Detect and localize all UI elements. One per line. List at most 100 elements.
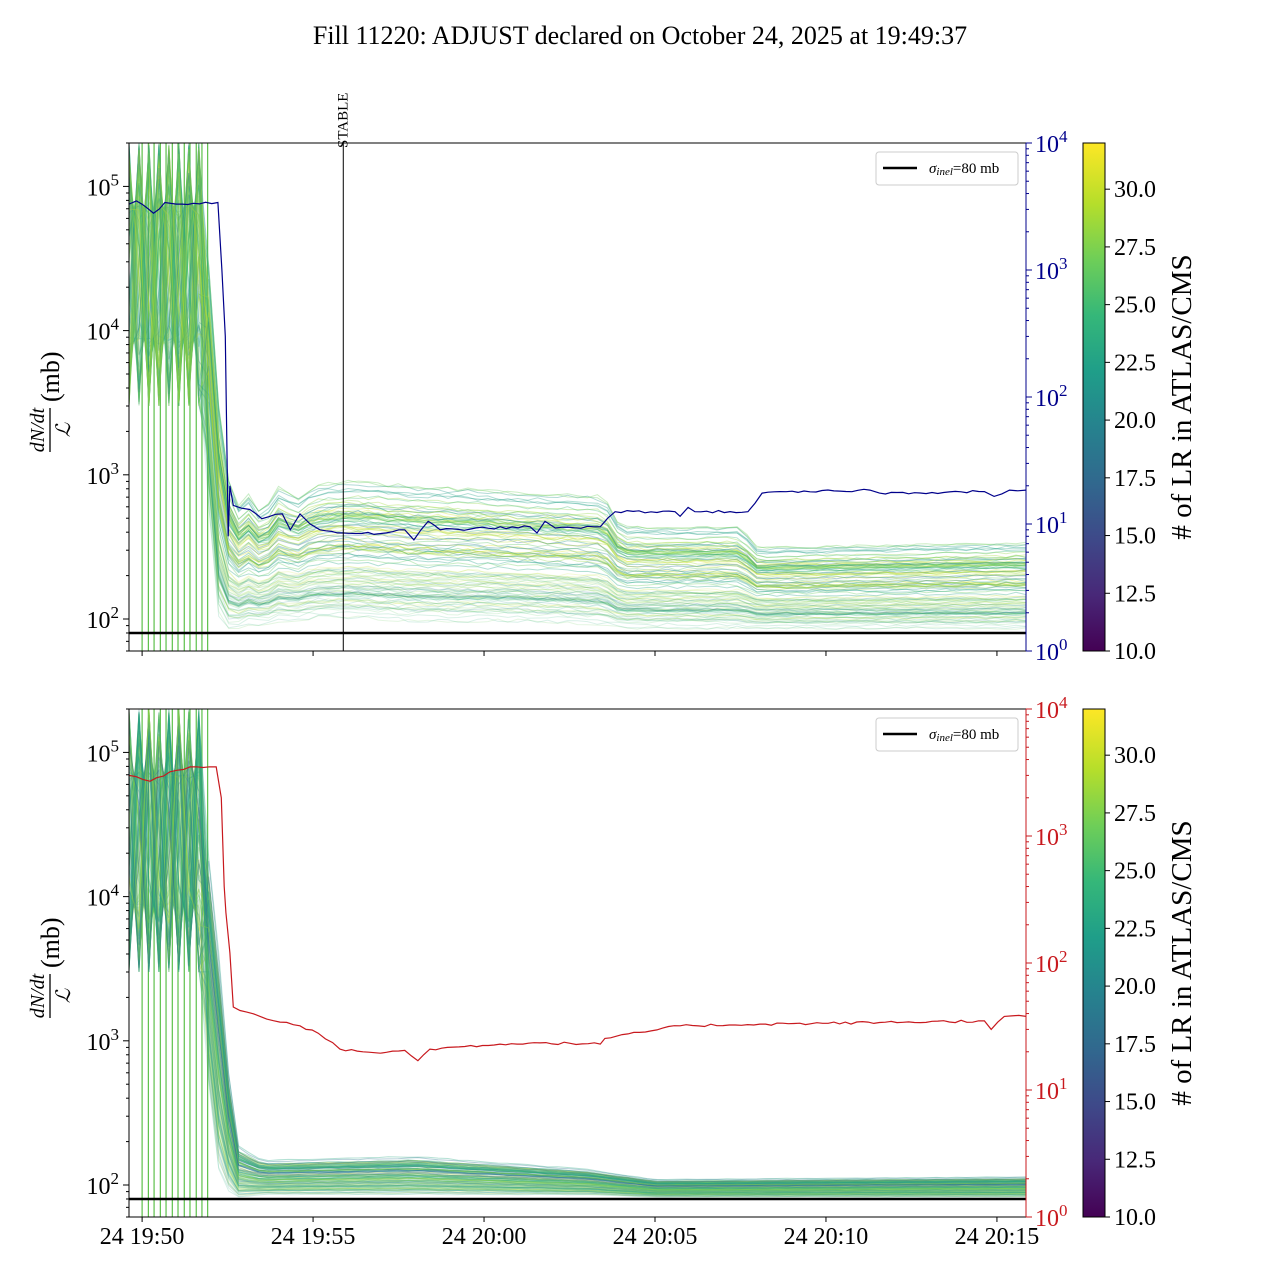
lr-curve — [129, 713, 1026, 1185]
lr-curve — [129, 711, 1026, 1185]
lr-curve — [129, 177, 1026, 610]
lr-curve — [129, 736, 1026, 1195]
colorbar-label: # of LR in ATLAS/CMS — [1166, 254, 1198, 539]
lr-curve — [129, 715, 1026, 1190]
lr-curve — [129, 183, 1026, 587]
lr-curve — [129, 165, 1026, 610]
lr-curve — [129, 719, 1026, 1185]
y-tick-base: 10 — [87, 464, 111, 490]
lr-curve — [129, 722, 1026, 1191]
lr-curve — [129, 709, 1026, 1193]
y-tick-label: 104 — [87, 315, 120, 346]
lr-curve — [129, 709, 1026, 1197]
y-tick-base: 10 — [87, 886, 111, 912]
y-tick-exponent: 2 — [111, 603, 120, 622]
lr-curve — [129, 759, 1026, 1196]
y-tick-base: 10 — [87, 175, 111, 201]
lr-curve — [129, 188, 1026, 607]
lr-curve — [129, 754, 1026, 1194]
lr-curve — [129, 145, 1026, 622]
lr-curve — [129, 150, 1026, 600]
lr-curve — [129, 149, 1026, 605]
right-y-tick-label: 101 — [1035, 1074, 1068, 1105]
right-y-tick-label: 100 — [1035, 635, 1068, 666]
lr-curve — [129, 155, 1026, 569]
lr-curve — [129, 733, 1026, 1184]
axes-frame — [128, 708, 1027, 1218]
colorbar-tick-label: 12.5 — [1114, 1147, 1156, 1173]
lr-curve — [129, 770, 1026, 1186]
y-tick-label: 103 — [87, 459, 120, 490]
lr-curve — [129, 721, 1026, 1194]
y-tick-exponent: 4 — [111, 315, 120, 334]
right-y-tick-base: 10 — [1035, 698, 1059, 724]
lr-curve — [129, 195, 1026, 621]
lr-curve — [129, 711, 1026, 1195]
y-tick-label: 102 — [87, 1169, 120, 1200]
lr-curve — [129, 156, 1026, 587]
lr-curve — [129, 710, 1026, 1183]
lr-curve — [129, 754, 1026, 1194]
lr-curve — [129, 183, 1026, 623]
right-y-tick-label: 102 — [1035, 381, 1068, 412]
x-tick-label: 24 20:00 — [442, 1224, 527, 1250]
lr-curve — [129, 768, 1026, 1195]
lr-curve — [129, 714, 1026, 1187]
lr-curve — [129, 718, 1026, 1195]
lr-curve — [129, 143, 1026, 588]
right-y-tick-exponent: 0 — [1059, 1201, 1068, 1220]
lr-curve — [129, 172, 1026, 591]
legend-sigma: σ — [929, 161, 937, 177]
lr-curve — [129, 171, 1026, 590]
right-y-tick-exponent: 4 — [1059, 693, 1068, 712]
lr-curve — [129, 144, 1026, 606]
lr-curve — [129, 709, 1026, 1196]
lr-curve — [129, 734, 1026, 1197]
stable-label: STABLE — [335, 93, 351, 148]
lr-curve — [129, 174, 1026, 616]
lr-curve — [129, 170, 1026, 616]
lr-curve — [129, 763, 1026, 1183]
right-y-tick-exponent: 4 — [1059, 127, 1068, 146]
lr-curve — [129, 174, 1026, 623]
lr-curve — [129, 709, 1026, 1186]
lr-curve — [129, 769, 1026, 1193]
lr-curve — [129, 730, 1026, 1190]
lr-curve — [129, 740, 1026, 1186]
lr-curve — [129, 143, 1026, 589]
lr-curve — [129, 709, 1026, 1194]
right-y-tick-base: 10 — [1035, 640, 1059, 666]
lr-curve — [129, 145, 1026, 576]
lr-curve — [129, 758, 1026, 1196]
lr-curve — [129, 143, 1026, 603]
lr-curve — [129, 148, 1026, 613]
colorbar-tick-label: 12.5 — [1114, 581, 1156, 607]
lr-curve — [129, 753, 1026, 1186]
colorbar-tick-label: 22.5 — [1114, 350, 1156, 376]
y-axis-label: dN/dt ℒ (mb) — [27, 917, 75, 1018]
lr-curve — [129, 144, 1026, 628]
lr-curve — [129, 159, 1026, 602]
lr-curve — [129, 189, 1026, 621]
lr-curve — [129, 742, 1026, 1194]
lr-curve — [129, 712, 1026, 1186]
right-y-tick-base: 10 — [1035, 952, 1059, 978]
lr-curve — [129, 146, 1026, 565]
right-y-tick-exponent: 2 — [1059, 947, 1068, 966]
lr-curve — [129, 194, 1026, 589]
right-y-tick-label: 102 — [1035, 947, 1068, 978]
lr-curve — [129, 718, 1026, 1185]
legend-box — [875, 151, 1019, 186]
lr-curve — [129, 148, 1026, 620]
lr-curve — [129, 203, 1026, 581]
lr-curve — [129, 170, 1026, 616]
lr-curve — [129, 713, 1026, 1180]
lr-curve — [129, 177, 1026, 617]
lr-curve — [129, 146, 1026, 592]
y-tick-exponent: 2 — [111, 1169, 120, 1188]
right-y-tick-base: 10 — [1035, 1079, 1059, 1105]
right-y-tick-label: 104 — [1035, 693, 1068, 724]
right-y-tick-label: 100 — [1035, 1201, 1068, 1232]
lr-curve — [129, 722, 1026, 1184]
right-y-tick-exponent: 1 — [1059, 508, 1068, 527]
